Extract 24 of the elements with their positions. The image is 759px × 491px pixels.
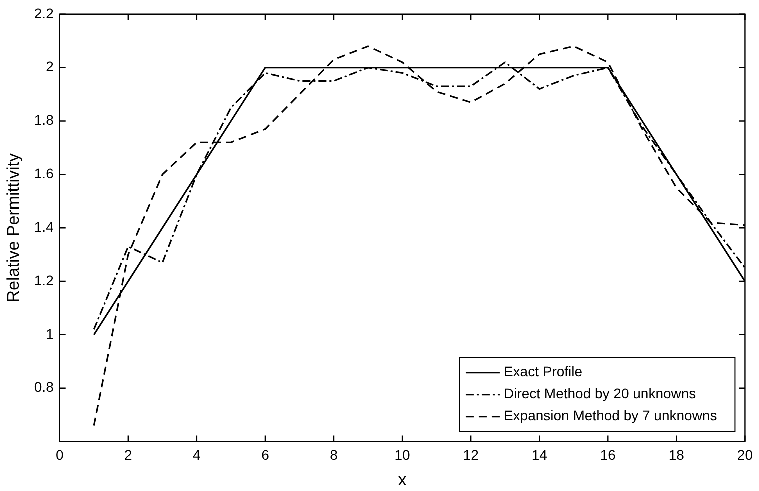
x-tick-label: 16 (600, 447, 616, 464)
x-tick-label: 10 (394, 447, 411, 464)
x-tick-label: 0 (56, 447, 64, 464)
x-tick-label: 18 (668, 447, 685, 464)
legend-label: Direct Method by 20 unknowns (504, 386, 696, 402)
x-tick-label: 8 (330, 447, 338, 464)
y-tick-label: 0.8 (34, 379, 54, 396)
y-tick-label: 2 (46, 58, 54, 75)
legend-label: Expansion Method by 7 unknowns (504, 408, 718, 424)
y-axis-title: Relative Permittivity (4, 152, 23, 303)
x-tick-label: 14 (532, 447, 548, 464)
y-tick-label: 1.8 (34, 112, 54, 128)
legend-label: Exact Profile (504, 364, 583, 380)
y-tick-label: 1.2 (34, 272, 54, 288)
x-axis-title: x (398, 470, 408, 490)
x-tick-label: 20 (737, 447, 754, 464)
x-tick-label: 4 (193, 447, 202, 464)
x-tick-label: 12 (463, 447, 480, 464)
y-tick-label: 2.2 (34, 5, 54, 22)
y-tick-label: 1.6 (34, 166, 54, 182)
x-tick-label: 6 (262, 447, 270, 464)
y-tick-label: 1 (46, 326, 54, 342)
x-tick-label: 2 (124, 447, 132, 464)
y-tick-label: 1.4 (34, 218, 54, 235)
